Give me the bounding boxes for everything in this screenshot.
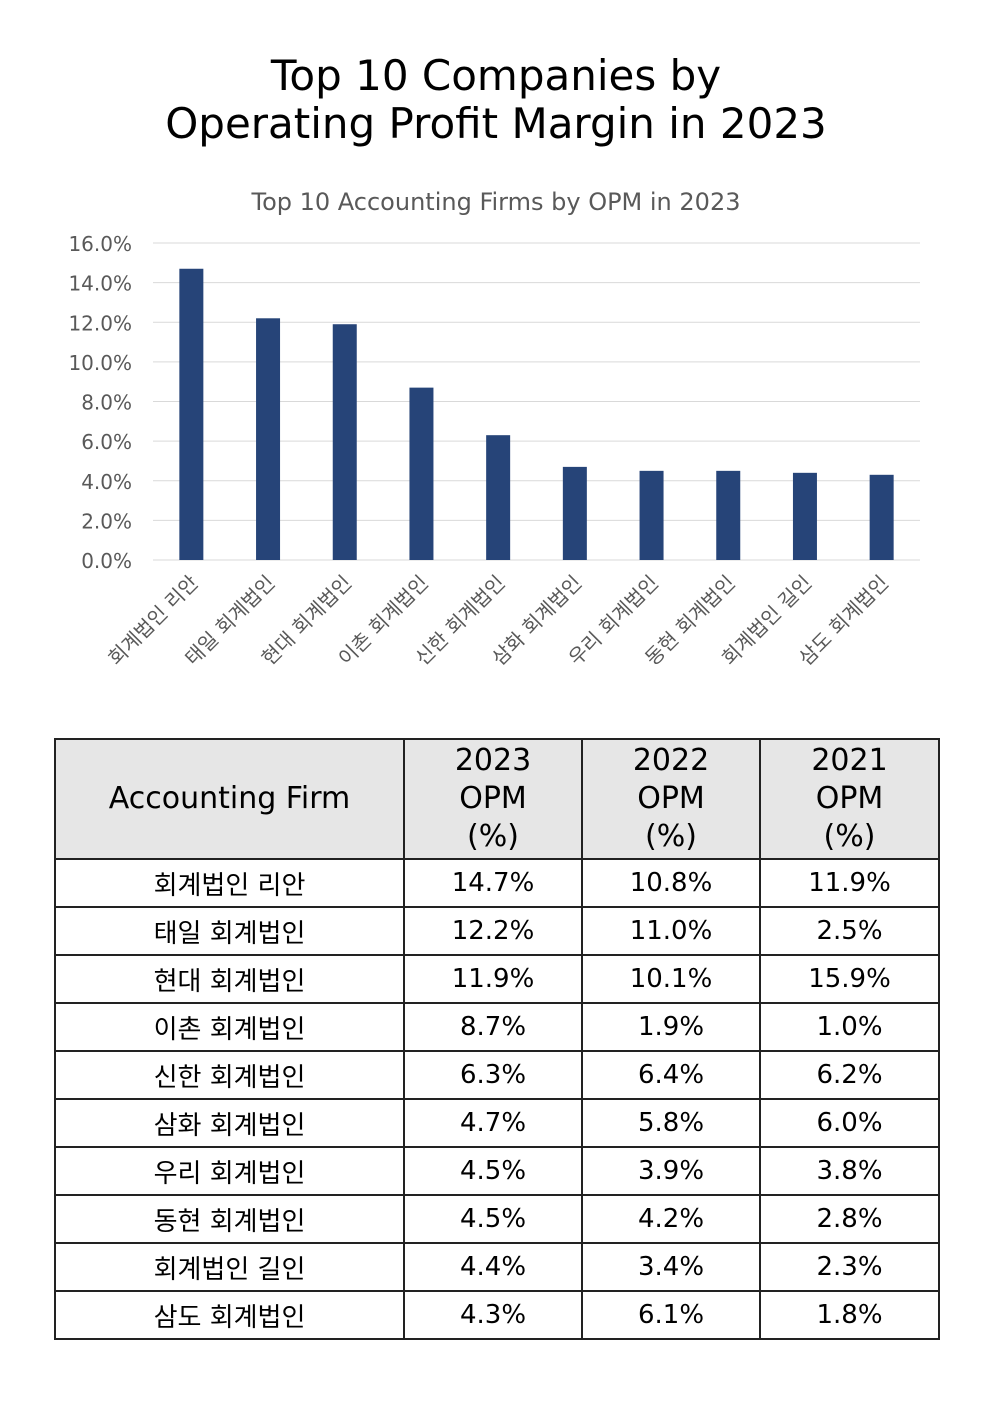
table-cell-firm: 동현 회계법인 [54, 1194, 405, 1244]
table-cell-opm-2022: 10.1% [581, 954, 761, 1004]
chart-bar [562, 466, 587, 560]
table-row: 이촌 회계법인 8.7% 1.9% 1.0% [54, 1002, 940, 1052]
table-cell-firm: 삼도 회계법인 [54, 1290, 405, 1340]
chart-y-tick-label: 10.0% [68, 351, 132, 375]
chart-bars [179, 268, 894, 560]
table-cell-opm-2022: 11.0% [581, 906, 761, 956]
table-cell-opm-2023: 14.7% [403, 858, 583, 908]
table-row: 태일 회계법인 12.2% 11.0% 2.5% [54, 906, 940, 956]
table-cell-opm-2021: 11.9% [759, 858, 940, 908]
table-cell-opm-2023: 4.7% [403, 1098, 583, 1148]
table-header-row: Accounting Firm 2023 OPM (%) 2022 OPM (%… [54, 738, 940, 860]
chart-y-tick-label: 2.0% [81, 509, 132, 533]
table-body: 회계법인 리안 14.7% 10.8% 11.9% 태일 회계법인 12.2% 11.0% 2… [54, 858, 940, 1340]
chart-y-tick-label: 8.0% [81, 391, 132, 415]
table-cell-opm-2022: 4.2% [581, 1194, 761, 1244]
header-accounting-firm: Accounting Firm [54, 738, 405, 860]
table-cell-opm-2021: 15.9% [759, 954, 940, 1004]
chart-bar [716, 470, 741, 560]
table-cell-firm: 신한 회계법인 [54, 1050, 405, 1100]
table-row: 삼도 회계법인 4.3% 6.1% 1.8% [54, 1290, 940, 1340]
table-cell-opm-2022: 6.1% [581, 1290, 761, 1340]
table-cell-firm: 삼화 회계법인 [54, 1098, 405, 1148]
table-cell-opm-2023: 4.5% [403, 1194, 583, 1244]
table-cell-opm-2021: 1.0% [759, 1002, 940, 1052]
table-row: 현대 회계법인 11.9% 10.1% 15.9% [54, 954, 940, 1004]
chart-y-tick-label: 14.0% [68, 272, 132, 296]
header-opm-2022-metric: OPM [637, 781, 705, 816]
table-cell-opm-2022: 3.9% [581, 1146, 761, 1196]
header-opm-2022-unit: (%) [645, 819, 697, 854]
chart-bar [869, 474, 894, 560]
table-cell-firm: 회계법인 길인 [54, 1242, 405, 1292]
table-cell-opm-2022: 5.8% [581, 1098, 761, 1148]
chart-y-tick-label: 6.0% [81, 430, 132, 454]
chart-y-tick-label: 16.0% [68, 232, 132, 256]
page-title-line-1: Top 10 Companies by [270, 51, 722, 100]
chart-bar [486, 435, 511, 560]
header-opm-2021-year: 2021 [811, 743, 888, 778]
table-cell-opm-2021: 1.8% [759, 1290, 940, 1340]
chart-y-tick-label: 0.0% [81, 549, 132, 573]
chart-bar [179, 268, 204, 560]
header-opm-2023-metric: OPM [459, 781, 527, 816]
table-cell-firm: 태일 회계법인 [54, 906, 405, 956]
header-opm-2022: 2022 OPM (%) [581, 738, 761, 860]
page-title-line-2: Operating Profit Margin in 2023 [165, 99, 827, 148]
table-cell-opm-2022: 1.9% [581, 1002, 761, 1052]
chart-bar [409, 387, 434, 560]
table-cell-opm-2021: 3.8% [759, 1146, 940, 1196]
chart-bar [639, 470, 664, 560]
table-row: 회계법인 리안 14.7% 10.8% 11.9% [54, 858, 940, 908]
header-opm-2022-year: 2022 [632, 743, 710, 778]
table-cell-opm-2022: 6.4% [581, 1050, 761, 1100]
table-cell-opm-2021: 2.5% [759, 906, 940, 956]
table-cell-opm-2021: 6.2% [759, 1050, 940, 1100]
table-cell-firm: 현대 회계법인 [54, 954, 405, 1004]
table-cell-firm: 이촌 회계법인 [54, 1002, 405, 1052]
table-cell-opm-2023: 12.2% [403, 906, 583, 956]
table-cell-opm-2023: 4.5% [403, 1146, 583, 1196]
table-row: 회계법인 길인 4.4% 3.4% 2.3% [54, 1242, 940, 1292]
bar-chart: Top 10 Accounting Firms by OPM in 2023 0… [68, 188, 920, 671]
table-cell-opm-2023: 4.4% [403, 1242, 583, 1292]
table-row: 우리 회계법인 4.5% 3.9% 3.8% [54, 1146, 940, 1196]
table-cell-firm: 우리 회계법인 [54, 1146, 405, 1196]
table-row: 동현 회계법인 4.5% 4.2% 2.8% [54, 1194, 940, 1244]
header-opm-2023: 2023 OPM (%) [403, 738, 583, 860]
chart-y-tick-labels: 0.0% 2.0% 4.0% 6.0% 8.0% 10.0% 12.0% 14.0% 16.0% [68, 232, 132, 573]
table-cell-opm-2023: 8.7% [403, 1002, 583, 1052]
header-opm-2021-metric: OPM [815, 781, 884, 816]
header-opm-2021-unit: (%) [823, 819, 876, 854]
chart-title: Top 10 Accounting Firms by OPM in 2023 [251, 188, 741, 216]
table-cell-opm-2022: 3.4% [581, 1242, 761, 1292]
header-opm-2023-unit: (%) [467, 819, 519, 854]
table-row: 삼화 회계법인 4.7% 5.8% 6.0% [54, 1098, 940, 1148]
header-opm-2021: 2021 OPM (%) [759, 738, 940, 860]
table-cell-opm-2023: 6.3% [403, 1050, 583, 1100]
table-row: 신한 회계법인 6.3% 6.4% 6.2% [54, 1050, 940, 1100]
table-cell-firm: 회계법인 리안 [54, 858, 405, 908]
table-cell-opm-2021: 2.3% [759, 1242, 940, 1292]
chart-bar [256, 318, 281, 560]
chart-bar [792, 472, 817, 560]
table-cell-opm-2023: 4.3% [403, 1290, 583, 1340]
table-cell-opm-2022: 10.8% [581, 858, 761, 908]
header-opm-2023-year: 2023 [454, 743, 532, 778]
chart-bar [332, 324, 357, 560]
page-title: Top 10 Companies by Operating Profit Mar… [0, 52, 992, 148]
chart-y-tick-label: 4.0% [81, 470, 132, 494]
opm-table: Accounting Firm 2023 OPM (%) 2022 OPM (%… [54, 738, 940, 1340]
table-cell-opm-2023: 11.9% [403, 954, 583, 1004]
table-cell-opm-2021: 2.8% [759, 1194, 940, 1244]
chart-y-tick-label: 12.0% [68, 311, 132, 335]
chart-gridlines [153, 242, 920, 561]
table-cell-opm-2021: 6.0% [759, 1098, 940, 1148]
